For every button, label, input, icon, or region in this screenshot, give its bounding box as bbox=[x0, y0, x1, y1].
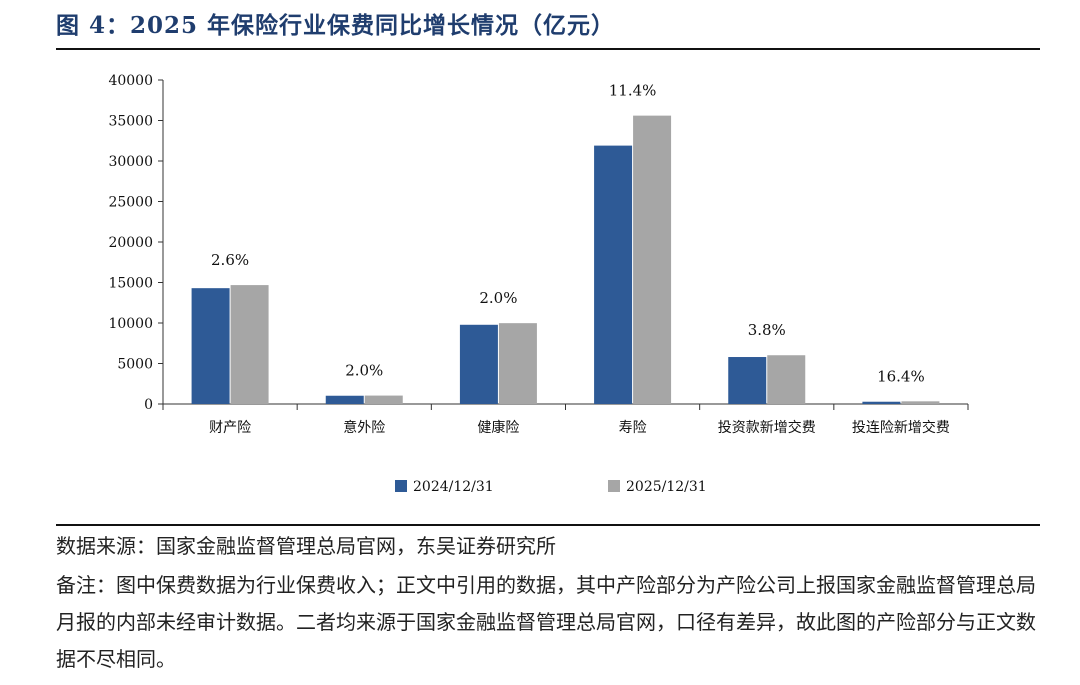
growth-label: 2.6% bbox=[211, 251, 249, 269]
y-tick-label: 20000 bbox=[108, 235, 153, 251]
y-tick-label: 15000 bbox=[108, 276, 153, 292]
bar-2025-12-31 bbox=[633, 115, 672, 404]
growth-label: 2.0% bbox=[345, 362, 383, 380]
growth-label: 3.8% bbox=[748, 321, 786, 339]
category-label: 财产险 bbox=[209, 420, 251, 436]
growth-label: 11.4% bbox=[609, 82, 657, 100]
y-tick-label: 35000 bbox=[108, 114, 153, 130]
growth-label: 2.0% bbox=[479, 289, 517, 307]
bar-2024-12-31 bbox=[594, 145, 633, 405]
bar-2024-12-31 bbox=[459, 324, 498, 404]
category-label: 意外险 bbox=[343, 419, 385, 436]
legend-label: 2025/12/31 bbox=[626, 479, 707, 495]
legend-swatch bbox=[395, 480, 407, 492]
bar-chart: 0 5000 10000 15000 20000 25000 30000 35000 40000… bbox=[108, 73, 969, 495]
legend-swatch bbox=[608, 480, 620, 492]
figure-title: 图 4：2025 年保险行业保费同比增长情况（亿元） bbox=[56, 12, 616, 39]
bar-2025-12-31 bbox=[230, 285, 269, 404]
growth-label: 16.4% bbox=[877, 367, 925, 385]
y-tick-label: 5000 bbox=[117, 357, 153, 373]
remark-note: 备注：图中保费数据为行业保费收入；正文中引用的数据，其中产险部分为产险公司上报国… bbox=[56, 573, 1036, 671]
y-tick-label: 40000 bbox=[108, 73, 153, 89]
y-tick-label: 0 bbox=[144, 397, 153, 413]
bar-2025-12-31 bbox=[364, 395, 403, 404]
bar-2025-12-31 bbox=[901, 401, 940, 404]
y-tick-label: 25000 bbox=[108, 195, 153, 211]
bar-2024-12-31 bbox=[325, 395, 364, 404]
bar-2024-12-31 bbox=[862, 401, 901, 404]
bar-2025-12-31 bbox=[767, 355, 806, 404]
bar-2024-12-31 bbox=[191, 288, 230, 404]
category-label: 健康险 bbox=[477, 419, 519, 436]
y-tick-label: 10000 bbox=[108, 316, 153, 332]
y-tick-label: 30000 bbox=[108, 154, 153, 170]
category-label: 寿险 bbox=[619, 419, 647, 436]
legend-label: 2024/12/31 bbox=[413, 479, 494, 495]
category-label: 投资款新增交费 bbox=[718, 419, 816, 436]
category-label: 投连险新增交费 bbox=[852, 419, 950, 436]
title-rule bbox=[56, 48, 1040, 50]
bar-2024-12-31 bbox=[728, 357, 767, 404]
bar-2025-12-31 bbox=[498, 323, 537, 404]
data-source-note: 数据来源：国家金融监督管理总局官网，东吴证券研究所 bbox=[56, 534, 556, 558]
source-rule bbox=[56, 524, 1040, 526]
